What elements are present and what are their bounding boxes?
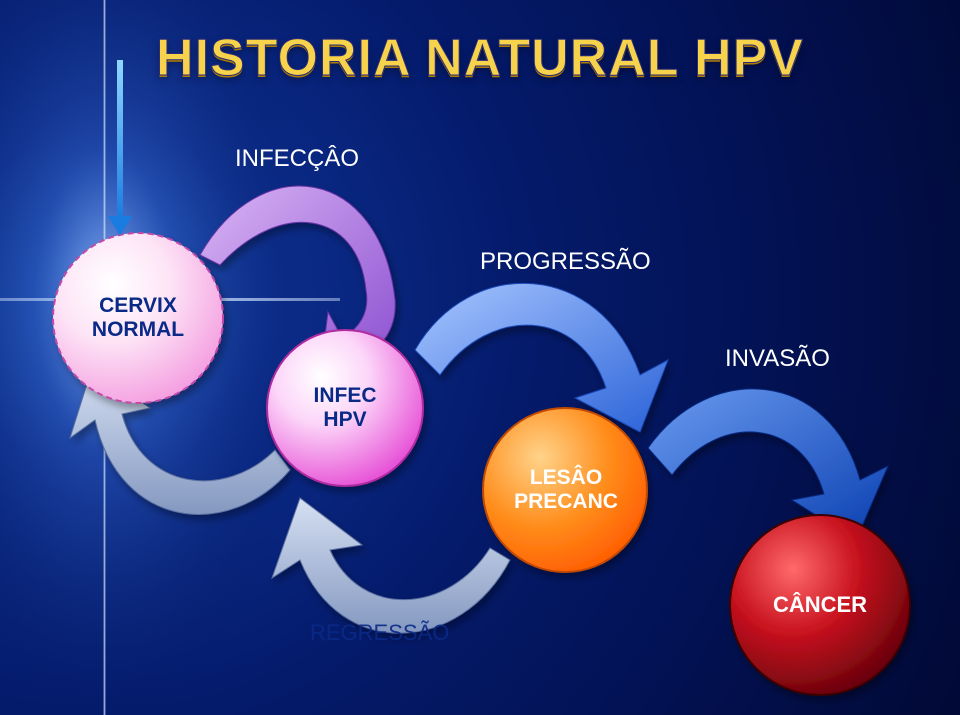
node-label-cervix: CERVIX NORMAL xyxy=(78,294,198,342)
label-infeccao: INFECÇÂO xyxy=(235,145,359,173)
label-regressao: REGRESSÃO xyxy=(310,620,449,645)
slide-title: HISTORIA NATURAL HPV xyxy=(0,28,960,88)
label-progressao: PROGRESSÃO xyxy=(480,248,651,276)
arrow-regressao xyxy=(272,498,510,633)
node-label-cancer: CÂNCER xyxy=(758,592,882,617)
arrow-progressao xyxy=(415,283,668,432)
node-label-lesao: LESÂO PRECANC xyxy=(500,466,632,514)
node-label-infec: INFEC HPV xyxy=(293,384,397,432)
label-invasao: INVASÃO xyxy=(725,345,830,373)
arrow-invasao xyxy=(648,389,888,540)
